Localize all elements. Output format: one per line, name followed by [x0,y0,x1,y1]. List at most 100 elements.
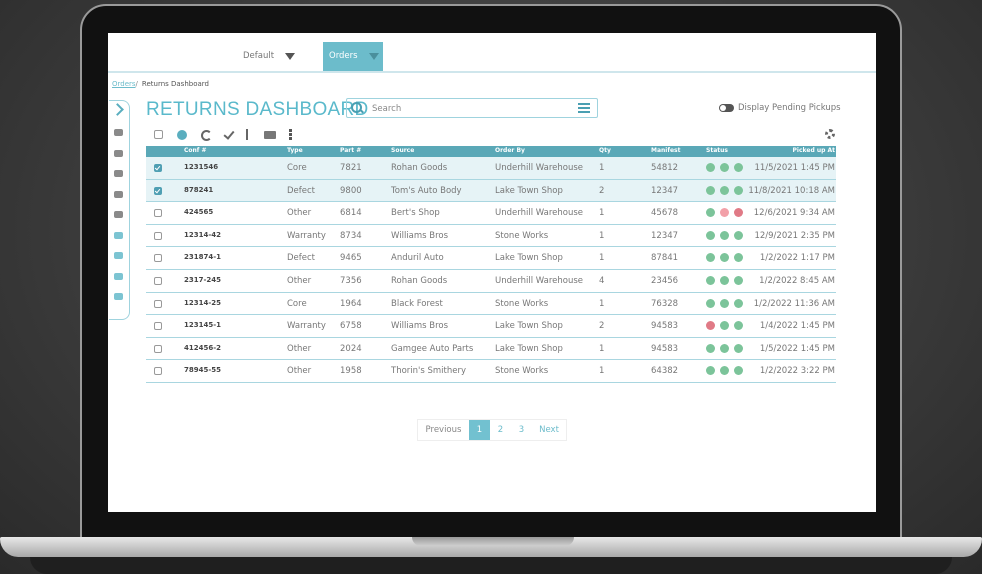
sidebar-icon[interactable] [114,293,123,300]
settings-button[interactable] [825,129,835,139]
ship-button[interactable] [264,131,276,139]
approve-button[interactable] [223,128,235,140]
column-header[interactable]: Order By [495,147,525,154]
sidebar-icon[interactable] [114,190,123,198]
row-checkbox[interactable] [154,231,162,240]
pending-toggle[interactable] [719,104,734,112]
table-cell: Thorin's Smithery [391,366,467,377]
dropdown-caret[interactable] [369,53,379,60]
table-cell: Stone Works [495,230,549,241]
table-row[interactable]: 878241 Defect 9800 Tom's Auto Body Lake Town… [146,179,836,203]
sidebar-toggle[interactable] [111,103,124,116]
table-row[interactable]: 1231546 Core 7821 Rohan Goods Underhill Ware… [146,157,836,180]
table-row[interactable]: 12314-42 Warranty 8734 Williams Bros Stone W… [146,224,836,248]
table-row[interactable]: 12314-25 Core 1964 Black Forest Stone Works 1… [146,292,836,316]
column-header[interactable]: Manifest [651,147,681,154]
search-box[interactable]: Search [346,98,598,118]
status-icon [720,343,729,353]
breadcrumb-current: Returns Dashboard [141,80,209,88]
breadcrumb-link[interactable]: Orders [112,80,136,88]
sidebar-icon[interactable] [114,170,123,177]
row-checkbox[interactable] [154,299,162,308]
search-icon[interactable] [351,102,362,113]
toggle-label[interactable]: Display Pending Pickups [738,103,841,113]
filter-icon-line[interactable] [578,107,590,109]
table-cell: 8734 [340,230,362,241]
pagination-next[interactable]: Next [539,425,559,435]
status-icon [720,230,729,240]
table-cell: 94583 [651,321,679,332]
table-cell: Other [287,343,312,354]
more-button[interactable] [289,129,292,140]
row-checkbox[interactable] [154,277,162,285]
table-cell: Lake Town Shop [495,343,563,354]
status-icon [734,253,743,263]
price-button[interactable] [246,129,248,140]
sidebar-icon[interactable] [114,231,123,239]
picked-up-at: 1/4/2022 1:45 PM [759,321,835,332]
table-cell: 54812 [651,163,679,173]
sidebar-icon[interactable] [114,252,123,259]
nav-tab[interactable]: Orders [323,42,383,71]
page-button[interactable]: 1 [469,420,490,440]
search-input[interactable]: Search [372,104,402,114]
search-icon-handle[interactable] [359,108,364,114]
conf-number: 78945-55 [184,366,221,375]
column-header[interactable]: Part # [340,147,362,154]
table-cell: Bert's Shop [391,208,440,219]
table-row[interactable]: 424565 Other 6814 Bert's Shop Underhill Ware… [146,202,836,225]
table-row[interactable]: 2317-245 Other 7356 Rohan Goods Underhill Wa… [146,270,836,293]
table-cell: Williams Bros [391,230,449,241]
column-header[interactable]: Picked up At [792,147,835,154]
row-checkbox[interactable] [154,367,162,376]
column-header[interactable]: Conf # [184,147,207,154]
sidebar-icon[interactable] [114,129,123,136]
table-cell: Black Forest [391,298,443,309]
table-cell: Lake Town Shop [495,253,563,264]
nav-tab-label[interactable]: Orders [329,51,358,61]
add-button[interactable] [177,130,187,140]
table-cell: 94583 [651,343,679,354]
table-cell: Warranty [287,321,326,332]
column-header[interactable]: Type [287,147,303,154]
table-cell: Rohan Goods [391,163,448,173]
page-button[interactable]: 2 [497,425,504,435]
row-checkbox[interactable] [154,254,162,263]
row-checkbox[interactable] [154,186,162,195]
row-checkbox[interactable] [154,344,162,353]
dropdown-caret[interactable] [285,53,295,60]
table-cell: 9800 [340,185,362,196]
conf-number: 12314-42 [184,230,221,239]
column-header[interactable]: Qty [599,147,611,154]
page-button[interactable]: 3 [518,425,525,435]
table-row[interactable]: 231874-1 Defect 9465 Anduril Auto Lake Town … [146,247,836,270]
status-icon [720,321,729,331]
column-header[interactable]: Source [391,147,415,154]
table-row[interactable]: 78945-55 Other 1958 Thorin's Smithery Stone … [146,360,836,383]
status-icon [720,185,729,195]
select-all-checkbox[interactable] [154,130,163,139]
pagination-previous[interactable]: Previous [425,425,462,435]
column-header[interactable]: Status [706,147,728,154]
row-checkbox[interactable] [154,164,162,172]
filter-icon-line[interactable] [578,111,590,113]
picked-up-at: 1/2/2022 8:45 AM [759,276,835,286]
picked-up-at: 12/9/2021 2:35 PM [754,230,835,241]
row-checkbox[interactable] [154,209,162,218]
nav-tab-label[interactable]: Default [243,51,275,61]
refresh-button[interactable] [201,130,212,141]
status-icon [720,276,729,285]
sidebar-icon[interactable] [114,149,123,157]
sidebar-icon[interactable] [114,272,123,280]
sidebar-icon[interactable] [114,211,123,218]
filter-icon-line[interactable] [578,103,590,105]
table-cell: Other [287,276,312,286]
toggle-knob[interactable] [720,105,726,111]
table-row[interactable]: 123145-1 Warranty 6758 Williams Bros Lake To… [146,315,836,338]
status-icon [734,321,743,331]
row-checkbox[interactable] [154,322,162,331]
status-icon [706,253,715,263]
table-row[interactable]: 412456-2 Other 2024 Gamgee Auto Parts Lake T… [146,337,836,361]
table-cell: 9465 [340,253,362,264]
nav-tab[interactable]: Default [232,42,302,71]
